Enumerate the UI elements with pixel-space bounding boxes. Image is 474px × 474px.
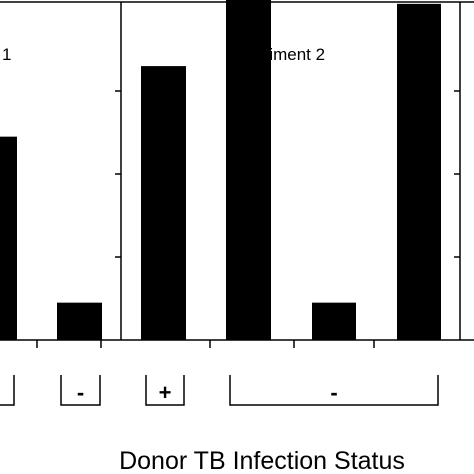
x-axis-label: Donor TB Infection Status bbox=[119, 447, 405, 474]
group-label: - bbox=[77, 380, 84, 405]
group-label: + bbox=[159, 380, 172, 405]
group-bracket bbox=[0, 375, 15, 406]
bars bbox=[0, 0, 441, 340]
bar bbox=[57, 302, 102, 340]
panel-title: Experiment 2 bbox=[225, 45, 325, 64]
group-bracket bbox=[145, 375, 185, 406]
group-bracket bbox=[60, 375, 101, 406]
group-label: - bbox=[330, 380, 337, 405]
group-brackets: - + - bbox=[0, 375, 439, 406]
bar bbox=[397, 3, 441, 340]
panel-titles: 1 Experiment 2 bbox=[2, 45, 325, 64]
bar bbox=[0, 136, 17, 340]
bar bbox=[226, 0, 271, 340]
bar bbox=[141, 66, 186, 340]
group-bracket bbox=[229, 375, 439, 406]
bar bbox=[312, 302, 356, 340]
panel-title: 1 bbox=[2, 45, 11, 64]
